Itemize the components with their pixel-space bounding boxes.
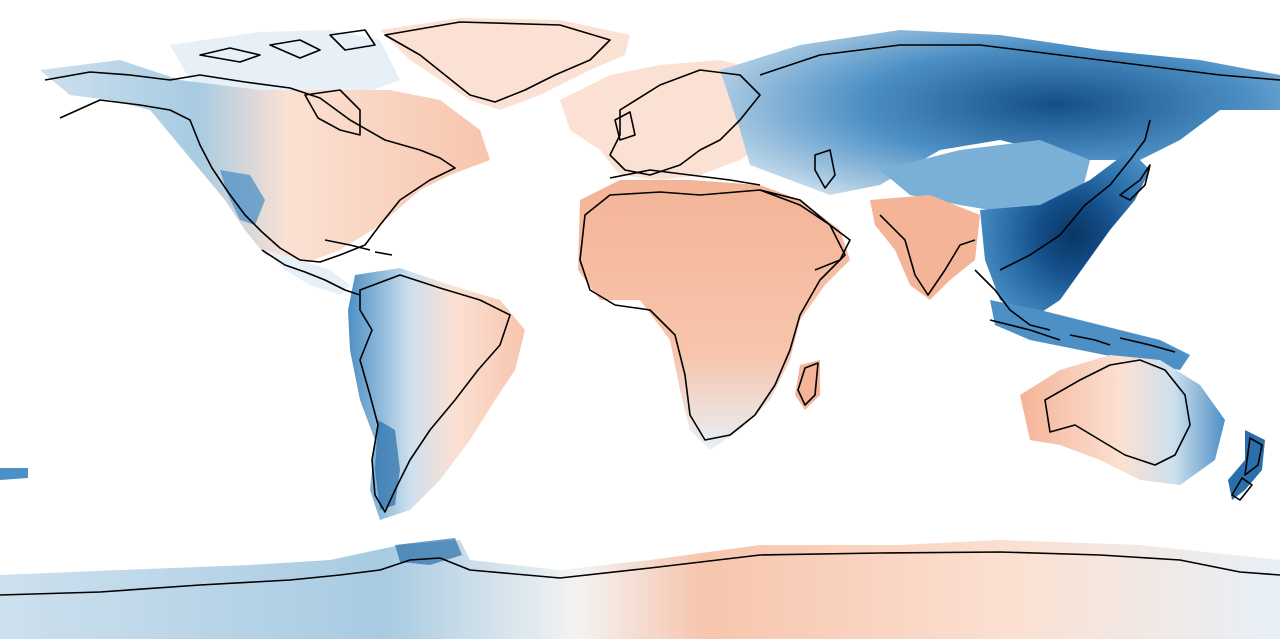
coast-europe: [609, 69, 761, 176]
coast-indonesia: [989, 319, 1176, 353]
coast-asia-north: [759, 44, 1280, 81]
coast-hudson-bay: [304, 89, 361, 136]
coast-greenland: [384, 21, 611, 103]
coast-japan: [1119, 164, 1151, 201]
coast-caribbean: [324, 239, 393, 256]
region-siberia: [720, 30, 1280, 195]
anomaly-fill-layer: [0, 18, 1280, 639]
region-east-asia: [980, 150, 1150, 320]
coast-india: [879, 214, 976, 296]
coast-arabia: [759, 189, 851, 271]
region-west-antarctic-blue: [395, 538, 462, 565]
coastline-layer: [0, 21, 1280, 596]
region-west-pacific-island: [0, 468, 28, 480]
coast-antarctica: [0, 551, 1280, 596]
region-africa: [578, 180, 850, 450]
region-australia: [1020, 355, 1225, 485]
coast-arctic-islands: [199, 29, 376, 63]
coast-africa: [579, 189, 846, 441]
region-western-na-blue: [220, 170, 265, 225]
region-india: [870, 195, 980, 300]
coast-mediterranean: [609, 169, 761, 186]
coast-australia: [1044, 359, 1191, 466]
coast-central-america: [261, 249, 361, 296]
coast-east-asia: [999, 119, 1151, 271]
coast-north-america: [44, 71, 456, 263]
region-north-america: [40, 60, 490, 265]
coast-caspian: [814, 149, 836, 189]
coast-british-isles: [614, 111, 636, 141]
coast-new-zealand: [1231, 437, 1263, 501]
region-maritime: [990, 300, 1190, 370]
region-greenland: [380, 18, 630, 110]
coast-madagascar: [797, 362, 819, 406]
region-antarctica: [0, 540, 1280, 639]
coast-southeast-asia: [974, 269, 1051, 331]
coast-south-america: [359, 274, 511, 513]
region-andes-blue: [375, 420, 400, 510]
